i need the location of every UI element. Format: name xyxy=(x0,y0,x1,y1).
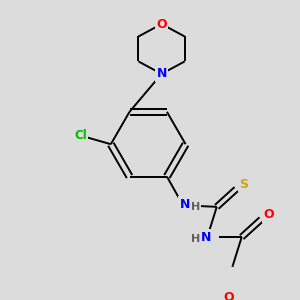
Text: N: N xyxy=(156,68,167,80)
Text: O: O xyxy=(223,291,234,300)
Text: O: O xyxy=(156,17,167,31)
Text: N: N xyxy=(179,198,190,211)
Text: S: S xyxy=(239,178,248,191)
Text: H: H xyxy=(191,202,200,212)
Text: Cl: Cl xyxy=(74,129,87,142)
Text: O: O xyxy=(263,208,274,221)
Text: N: N xyxy=(201,231,211,244)
Text: H: H xyxy=(191,234,200,244)
